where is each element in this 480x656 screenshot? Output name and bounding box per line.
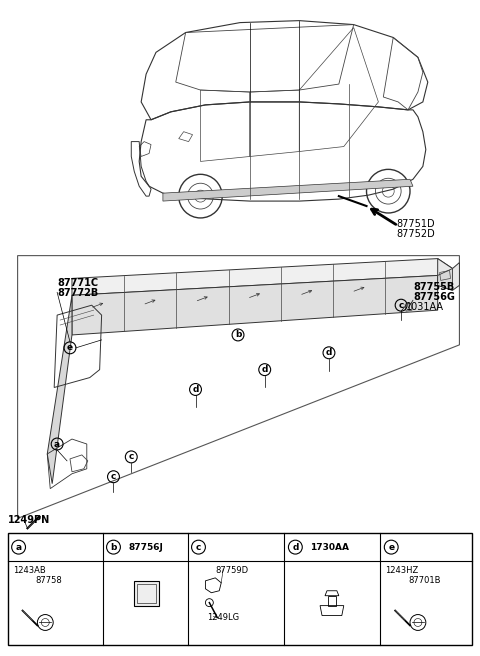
- Bar: [134, 581, 159, 605]
- Text: 1031AA: 1031AA: [406, 302, 444, 312]
- Text: a: a: [15, 543, 22, 552]
- Text: c: c: [111, 472, 116, 482]
- Polygon shape: [47, 295, 72, 483]
- Text: d: d: [292, 543, 299, 552]
- Text: 1249PN: 1249PN: [8, 516, 50, 525]
- Text: c: c: [196, 543, 201, 552]
- Text: a: a: [54, 440, 60, 449]
- Text: c: c: [129, 453, 134, 461]
- Polygon shape: [438, 258, 459, 291]
- Text: 87771C: 87771C: [57, 278, 98, 289]
- Text: 87772B: 87772B: [57, 289, 98, 298]
- Text: 87701B: 87701B: [408, 576, 441, 585]
- Text: 87755B: 87755B: [413, 282, 454, 293]
- Text: c: c: [398, 300, 404, 310]
- Text: 87756J: 87756J: [128, 543, 163, 552]
- Text: d: d: [262, 365, 268, 374]
- Text: 87759D: 87759D: [216, 566, 249, 575]
- Bar: [8, 533, 472, 646]
- Text: 1730AA: 1730AA: [310, 543, 349, 552]
- Text: 87756G: 87756G: [413, 293, 455, 302]
- Text: 1243HZ: 1243HZ: [385, 566, 419, 575]
- Polygon shape: [163, 179, 413, 201]
- Text: 87751D: 87751D: [396, 219, 435, 229]
- Text: b: b: [235, 331, 241, 339]
- Text: d: d: [326, 348, 332, 358]
- Text: e: e: [388, 543, 394, 552]
- Text: b: b: [110, 543, 117, 552]
- Polygon shape: [438, 268, 453, 291]
- Polygon shape: [72, 276, 438, 335]
- Text: 1249LG: 1249LG: [207, 613, 240, 622]
- Text: 1243AB: 1243AB: [12, 566, 46, 575]
- Polygon shape: [72, 258, 453, 295]
- Text: d: d: [192, 385, 199, 394]
- Text: 87758: 87758: [36, 576, 62, 585]
- Text: 87752D: 87752D: [396, 229, 435, 239]
- Bar: [137, 584, 156, 603]
- Text: e: e: [67, 343, 73, 352]
